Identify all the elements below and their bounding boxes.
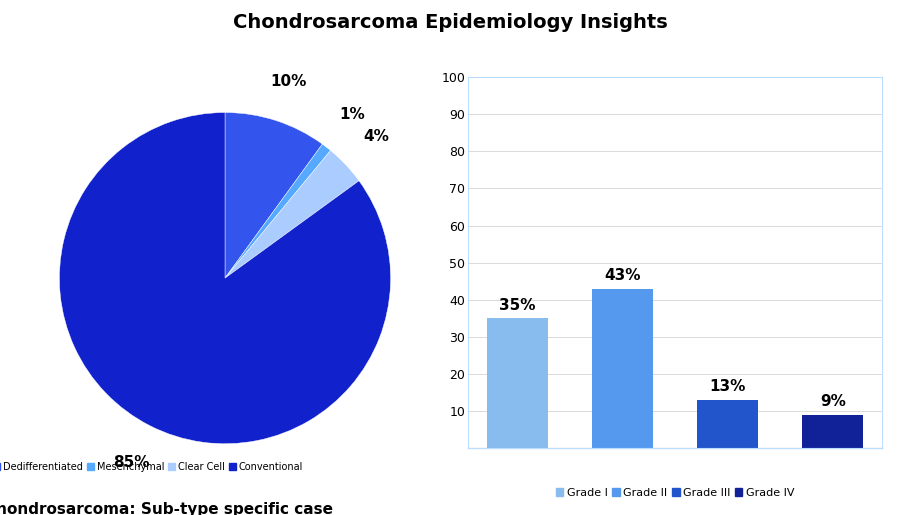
Legend: Grade I, Grade II, Grade III, Grade IV: Grade I, Grade II, Grade III, Grade IV bbox=[551, 483, 799, 502]
Text: 1%: 1% bbox=[339, 107, 365, 122]
Text: 43%: 43% bbox=[604, 268, 641, 283]
Wedge shape bbox=[59, 112, 391, 444]
Wedge shape bbox=[225, 112, 322, 278]
Text: Chondrosarcoma: Sub-type specific case: Chondrosarcoma: Sub-type specific case bbox=[0, 502, 333, 515]
Text: 35%: 35% bbox=[500, 298, 536, 313]
Bar bbox=[698, 400, 758, 448]
Text: 13%: 13% bbox=[709, 379, 746, 394]
Text: 85%: 85% bbox=[112, 455, 149, 470]
Wedge shape bbox=[225, 144, 330, 278]
Text: 10%: 10% bbox=[271, 74, 307, 89]
Bar bbox=[487, 318, 548, 448]
Text: 9%: 9% bbox=[820, 394, 846, 409]
Legend: Dedifferentiated, Mesenchymal, Clear Cell, Conventional: Dedifferentiated, Mesenchymal, Clear Cel… bbox=[0, 458, 307, 476]
Wedge shape bbox=[225, 150, 359, 278]
Bar bbox=[592, 288, 652, 448]
Text: 4%: 4% bbox=[363, 129, 389, 144]
Bar bbox=[802, 415, 863, 448]
Text: Chondrosarcoma Epidemiology Insights: Chondrosarcoma Epidemiology Insights bbox=[232, 13, 668, 32]
